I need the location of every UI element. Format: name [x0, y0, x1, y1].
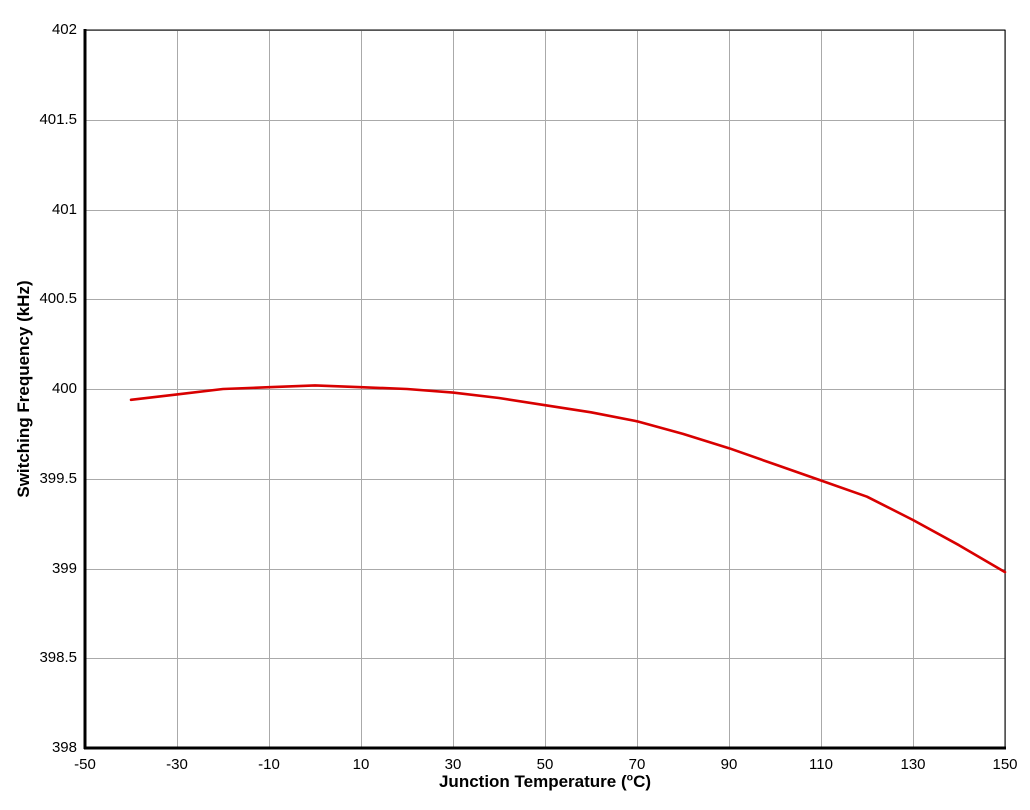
- y-tick-label: 401.5: [39, 110, 77, 128]
- y-tick-label: 399: [51, 559, 77, 577]
- y-tick-label: 401: [51, 200, 77, 218]
- x-axis-title: Junction Temperature (oC): [439, 772, 651, 792]
- y-tick-label: 398.5: [39, 649, 77, 667]
- x-tick-label: 90: [720, 756, 738, 773]
- y-tick-label: 399.5: [39, 469, 77, 487]
- x-tick-label: 150: [992, 756, 1018, 773]
- x-axis-title-degree: o: [626, 771, 634, 784]
- x-tick-label: -50: [74, 756, 96, 773]
- x-axis-title-unit: C): [633, 772, 652, 791]
- y-tick-label: 402: [51, 21, 77, 38]
- x-tick-label: -30: [166, 756, 188, 773]
- y-tick-label: 398: [51, 739, 77, 756]
- series-line: [129, 384, 1007, 574]
- x-tick-label: -10: [258, 756, 280, 773]
- y-tick-label: 400.5: [39, 290, 77, 308]
- x-tick-label: 130: [900, 756, 926, 773]
- x-axis-title-text: Junction Temperature (: [438, 772, 627, 791]
- x-tick-label: 50: [536, 756, 554, 773]
- x-tick-label: 70: [628, 756, 646, 773]
- x-tick-label: 110: [809, 756, 833, 773]
- x-tick-label: 10: [352, 756, 370, 773]
- x-tick-label: 30: [444, 756, 462, 773]
- y-tick-label: 400: [51, 380, 77, 397]
